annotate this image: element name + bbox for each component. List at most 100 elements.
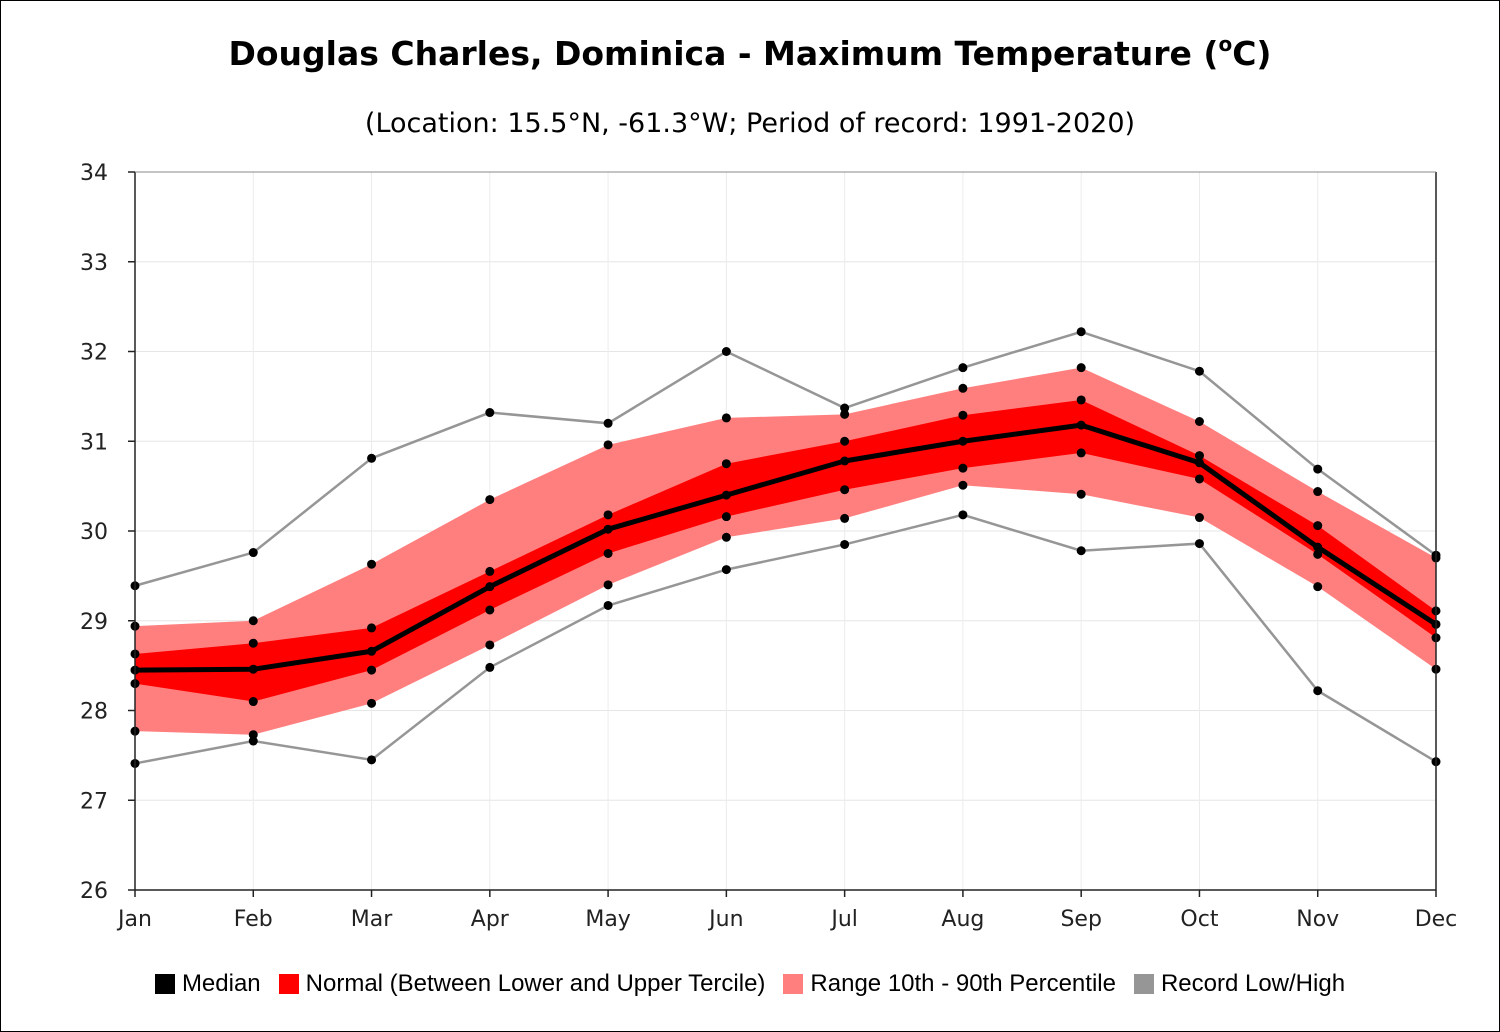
normal-upper-point-9 [1194, 451, 1204, 461]
percentile-lower-point-8 [1076, 489, 1086, 499]
chart-title-superscript: o [1218, 32, 1233, 56]
normal-lower-point-3 [485, 605, 495, 615]
record-low-point-9 [1194, 539, 1204, 549]
record-high-line [134, 330, 1437, 587]
median-point-4 [603, 524, 613, 534]
record-low-line [134, 513, 1437, 765]
legend-label-normal: Normal (Between Lower and Upper Tercile) [305, 970, 766, 997]
record-low-point-10 [1313, 686, 1323, 696]
normal-lower-point-9 [1194, 474, 1204, 484]
x-tick-label-7: Aug [941, 907, 984, 932]
legend-swatch-percentile [783, 974, 804, 994]
y-tick-label-5: 31 [80, 430, 108, 455]
x-tick-label-9: Oct [1180, 907, 1218, 932]
x-tick-label-0: Jan [116, 907, 152, 932]
median-point-3 [485, 582, 495, 592]
normal-upper-point-7 [958, 410, 968, 420]
record-high-point-4 [603, 418, 613, 428]
y-tick-label-1: 27 [80, 789, 108, 814]
normal-band [135, 399, 1436, 702]
legend-item-median: Median [154, 970, 261, 998]
chart-title-text: Douglas Charles, Dominica - Maximum Temp… [228, 34, 1219, 73]
percentile-upper-point-1 [248, 616, 258, 626]
median-point-1 [248, 664, 258, 674]
record-low-point-4 [603, 600, 613, 610]
legend-label-percentile: Range 10th - 90th Percentile [810, 970, 1116, 997]
x-tick-label-8: Sep [1060, 907, 1101, 932]
normal-upper-point-1 [248, 638, 258, 648]
record-low-point-2 [367, 755, 377, 765]
y-tick-label-0: 26 [80, 879, 108, 904]
percentile-lower-point-3 [485, 640, 495, 650]
normal-upper-point-4 [603, 510, 613, 520]
legend-swatch-median [154, 974, 175, 994]
normal-lower-point-1 [248, 697, 258, 707]
normal-lower-point-10 [1313, 549, 1323, 559]
percentile-upper-point-3 [485, 495, 495, 505]
legend-label-record: Record Low/High [1160, 970, 1346, 997]
x-tick-label-5: Jun [707, 907, 743, 932]
percentile-lower-point-4 [603, 580, 613, 590]
normal-upper-point-2 [367, 623, 377, 633]
percentile-upper-point-5 [721, 413, 731, 423]
y-tick-label-3: 29 [80, 610, 108, 635]
legend-swatch-record [1133, 974, 1154, 994]
y-tick-label-6: 32 [80, 341, 108, 366]
median-point-8 [1076, 420, 1086, 430]
percentile-lower-point-6 [840, 513, 850, 523]
bands [135, 367, 1436, 735]
record-high-point-6 [840, 403, 850, 413]
normal-upper-point-6 [840, 436, 850, 446]
x-tick-label-11: Dec [1415, 907, 1458, 932]
percentile-lower-point-2 [367, 698, 377, 708]
record-high-point-1 [248, 548, 258, 558]
percentile-lower-point-9 [1194, 513, 1204, 523]
record-high-point-7 [958, 363, 968, 373]
legend-label-median: Median [181, 970, 261, 997]
y-tick-label-7: 33 [80, 251, 108, 276]
record-low-point-5 [721, 565, 731, 575]
median-line [134, 422, 1438, 673]
normal-upper-point-5 [721, 459, 731, 469]
axes [128, 171, 1437, 897]
legend-swatch-normal [278, 974, 299, 994]
chart-title-end: C) [1232, 34, 1272, 73]
normal-upper-point-3 [485, 566, 495, 576]
median-point-7 [958, 436, 968, 446]
normal-lower-point-7 [958, 463, 968, 473]
record-low-point-8 [1076, 546, 1086, 556]
series-lines [134, 330, 1438, 765]
record-low-point-3 [485, 662, 495, 672]
x-tick-label-1: Feb [234, 907, 273, 932]
legend-item-normal: Normal (Between Lower and Upper Tercile) [278, 970, 766, 998]
normal-lower-point-2 [367, 665, 377, 675]
record-high-point-8 [1076, 327, 1086, 337]
percentile-lower-point-10 [1313, 582, 1323, 592]
x-tick-label-3: Apr [471, 907, 510, 932]
chart-title: Douglas Charles, Dominica - Maximum Temp… [0, 34, 1500, 73]
y-tick-label-4: 30 [80, 520, 108, 545]
normal-lower-point-5 [721, 512, 731, 522]
legend: Median Normal (Between Lower and Upper T… [0, 966, 1500, 1002]
normal-lower-point-8 [1076, 448, 1086, 458]
median-point-2 [367, 646, 377, 656]
percentile-upper-point-10 [1313, 487, 1323, 497]
record-high-point-10 [1313, 464, 1323, 474]
tick-labels: 26 27 28 29 30 31 32 33 34 Jan Feb Mar Apr May Jun Jul A… [80, 161, 1457, 932]
x-tick-label-4: May [585, 907, 630, 932]
legend-item-record: Record Low/High [1133, 970, 1346, 998]
percentile-lower-point-7 [958, 480, 968, 490]
chart-subtitle: (Location: 15.5°N, -61.3°W; Period of re… [364, 108, 1136, 139]
normal-upper-point-10 [1313, 521, 1323, 531]
x-tick-label-2: Mar [351, 907, 393, 932]
percentile-upper-point-2 [367, 559, 377, 569]
percentile-upper-point-4 [603, 440, 613, 450]
data-points [130, 327, 1441, 768]
normal-upper-point-8 [1076, 395, 1086, 405]
median-point-5 [721, 490, 731, 500]
record-low-point-7 [958, 510, 968, 520]
percentile-lower-point-1 [248, 730, 258, 740]
percentile-upper-point-9 [1194, 417, 1204, 427]
record-high-point-3 [485, 408, 495, 418]
